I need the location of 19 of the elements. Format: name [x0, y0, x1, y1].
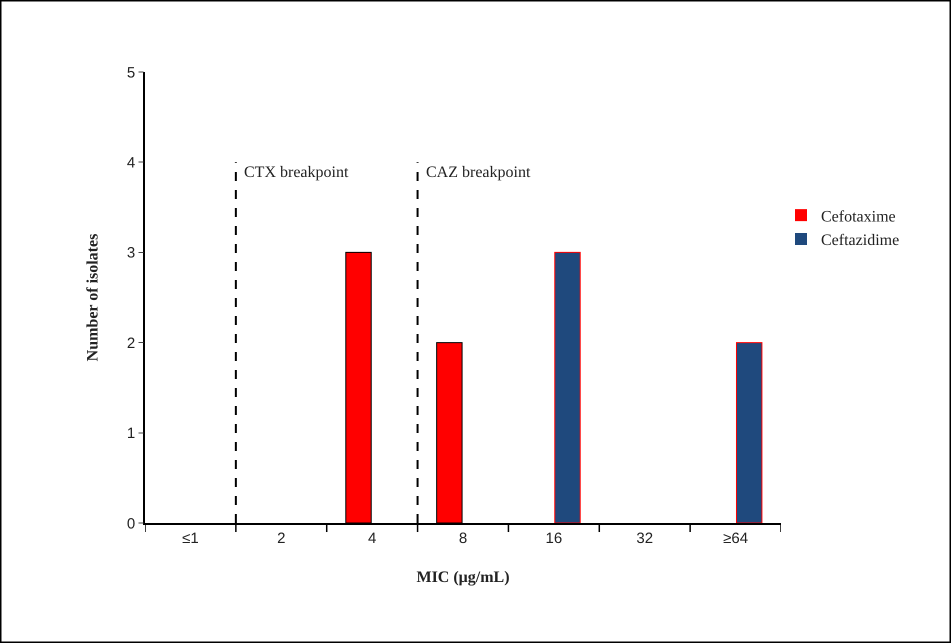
- y-tick-label: 5: [126, 64, 136, 82]
- x-tick-label: 32: [636, 530, 654, 547]
- x-tick-label: ≤1: [182, 530, 199, 547]
- y-tick-label: 2: [126, 334, 136, 352]
- legend-label: Cefotaxime: [821, 208, 896, 226]
- x-tick-label: 8: [458, 530, 468, 547]
- x-tick-label: 2: [277, 530, 286, 547]
- y-tick-label: 4: [126, 154, 136, 172]
- y-axis-title: Number of isolates: [84, 234, 102, 362]
- x-tick-label: ≥64: [723, 530, 748, 547]
- y-tick-label: 0: [126, 515, 136, 532]
- x-tick-label: 4: [368, 530, 376, 547]
- legend-label: Ceftazidime: [821, 232, 900, 250]
- annotation: CTX breakpoint: [244, 164, 349, 181]
- y-tick-label: 1: [126, 425, 136, 442]
- x-tick-label: 16: [546, 530, 562, 547]
- annotation: CAZ breakpoint: [426, 164, 531, 181]
- x-axis-title: MIC (μg/mL): [416, 568, 510, 586]
- y-tick-label: 3: [126, 244, 136, 262]
